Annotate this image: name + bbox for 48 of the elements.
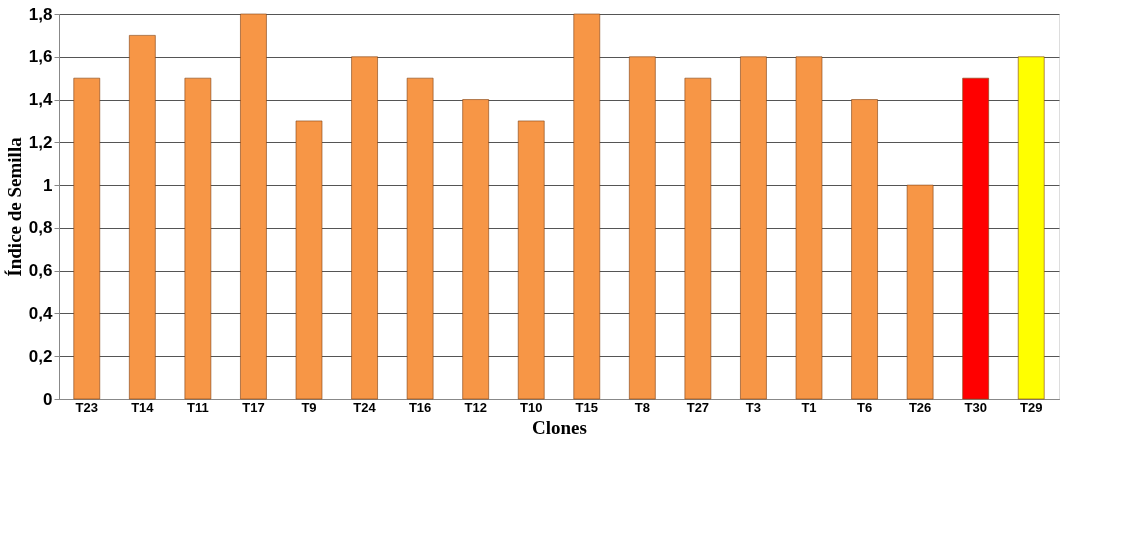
bar: [740, 56, 767, 400]
bar: [406, 77, 434, 400]
bar: [795, 56, 823, 400]
bar: [351, 56, 378, 400]
x-tick-label: T12: [464, 399, 487, 415]
x-tick-label: T9: [301, 399, 317, 415]
x-tick-label: T17: [242, 399, 265, 415]
y-tick-label: 0: [43, 389, 53, 409]
x-tick-label: T15: [575, 399, 598, 415]
y-tick-label: 1,8: [28, 4, 53, 24]
x-tick-label: T24: [353, 399, 377, 415]
bar: [295, 120, 323, 400]
x-tick-label: T16: [408, 399, 432, 415]
bar: [1017, 56, 1045, 400]
bar: [462, 99, 489, 400]
bar: [517, 120, 545, 400]
x-tick-label: T14: [131, 399, 155, 415]
bar: [573, 13, 601, 400]
bar: [906, 184, 934, 400]
bar: [962, 77, 989, 400]
y-tick-label: 1,2: [28, 132, 53, 152]
x-tick-label: T1: [801, 399, 817, 415]
y-axis-title: Índice de Semilla: [3, 136, 25, 277]
x-tick-label: T27: [686, 399, 710, 415]
bar: [129, 35, 156, 400]
x-tick-label: T3: [745, 399, 762, 415]
y-tick-label: 1: [43, 175, 53, 195]
x-tick-label: T30: [964, 399, 987, 415]
bar: [629, 56, 656, 400]
bar: [684, 77, 712, 400]
y-tick-label: 1,6: [28, 47, 53, 67]
y-tick-label: 0,2: [28, 346, 53, 366]
x-tick-label: T10: [520, 399, 543, 415]
x-tick-label: T23: [75, 399, 98, 415]
x-tick-label: T29: [1020, 399, 1043, 415]
x-tick-label: T6: [856, 399, 873, 415]
bar: [851, 99, 878, 400]
y-tick-label: 1,4: [28, 90, 54, 110]
y-tick-label: 0,4: [28, 303, 54, 323]
x-tick-label: T8: [634, 399, 650, 415]
bar: [73, 77, 101, 400]
bar: [240, 13, 267, 400]
y-tick-label: 0,6: [28, 261, 53, 281]
x-axis-title: Clones: [532, 416, 587, 438]
bar: [184, 77, 212, 400]
x-tick-label: T11: [187, 399, 209, 415]
y-tick-label: 0,8: [28, 218, 53, 238]
x-tick-label: T26: [908, 399, 932, 415]
